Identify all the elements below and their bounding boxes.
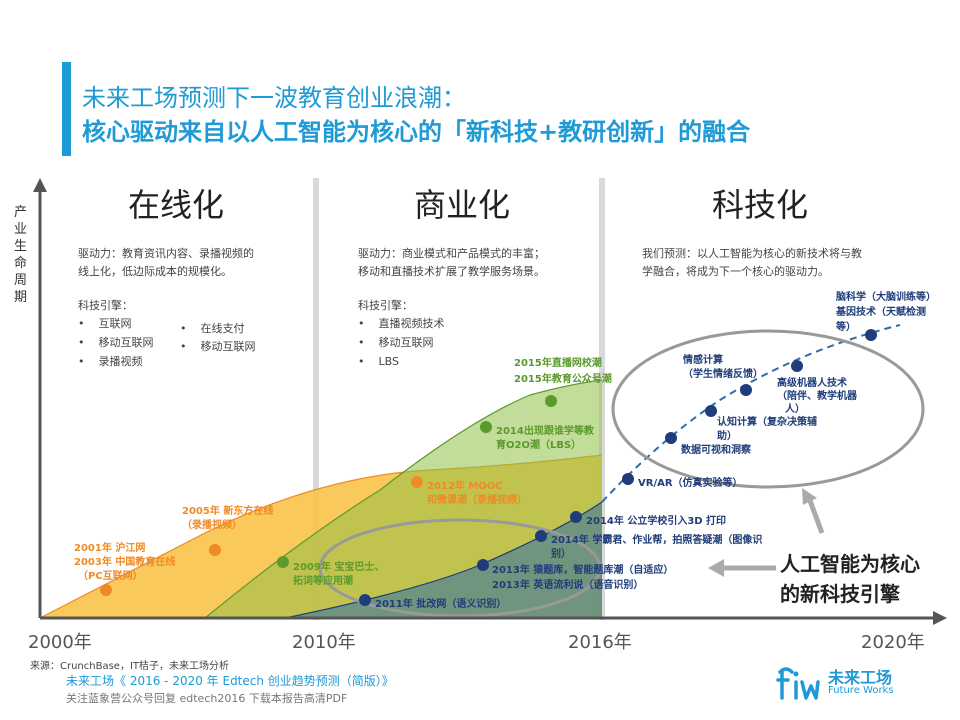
divider-2010 xyxy=(313,178,319,620)
callout-arrow-left-head xyxy=(708,559,724,577)
event-dot-navy xyxy=(740,384,752,396)
event-label-navy: 高级机器人技术 （陪伴、教学机器 人） xyxy=(777,378,857,415)
event-label-navy: 认知计算（复杂决策辅 助） xyxy=(717,417,817,442)
event-dot-navy xyxy=(535,530,547,542)
era1-engine-item: • 录播视频 xyxy=(78,355,143,368)
event-label-green: 2014出现跟谁学等教 育O2O潮（LBS） xyxy=(496,426,594,451)
callout-arrow-up-head xyxy=(802,488,817,505)
logo-text-cn: 未来工场 xyxy=(828,668,893,687)
download-note: 关注蓝象营公众号回复 edtech2016 下载本报告高清PDF xyxy=(66,692,348,705)
era2-engine-title: 科技引擎： xyxy=(358,299,413,312)
event-dot-navy xyxy=(791,360,803,372)
event-dot-navy xyxy=(622,473,634,485)
report-title: 未来工场《 2016 - 2020 年 Edtech 创业趋势预测（简版）》 xyxy=(66,674,394,688)
event-dot-navy xyxy=(865,329,877,341)
page-subtitle: 核心驱动来自以人工智能为核心的「新科技+教研创新」的融合 xyxy=(82,118,751,146)
event-label-green: 2015年直播网校潮 2015年教育公众号潮 xyxy=(514,358,612,385)
era3-driver-line1: 我们预测：以人工智能为核心的新技术将与教 xyxy=(642,247,862,260)
era1-engine-item: • 移动互联网 xyxy=(180,340,256,353)
event-label-navy: 2013年 猿题库，智能题库潮（自适应） 2013年 英语流利说（语音识别） xyxy=(492,565,674,591)
ai-engine-callout: 人工智能为核心 的新科技引擎 xyxy=(780,552,920,606)
era3-driver-line2: 学融合，将成为下一个核心的驱动力。 xyxy=(642,265,829,278)
page-title: 未来工场预测下一波教育创业浪潮： xyxy=(82,84,466,112)
event-dot-navy xyxy=(570,511,582,523)
era-title-commercial: 商业化 xyxy=(414,186,511,224)
event-dot-navy xyxy=(359,594,371,606)
event-label-orange: 2001年 沪江网 2003年 中国教育在线 （PC互联网） xyxy=(74,543,176,582)
era2-driver-line1: 驱动力：商业模式和产品模式的丰富； xyxy=(358,247,545,260)
x-axis-year: 2010年 xyxy=(292,632,356,653)
event-dot-green xyxy=(277,556,289,568)
y-axis-arrow xyxy=(33,178,47,192)
era1-engine-item: • 移动互联网 xyxy=(78,336,154,349)
event-dot-orange xyxy=(100,584,112,596)
event-dot-orange xyxy=(411,476,423,488)
event-label-orange: 2012年 MOOC 和微课潮（录播视频） xyxy=(427,481,527,506)
event-label-navy: 数据可视和洞察 xyxy=(681,445,751,456)
era2-driver-line2: 移动和直播技术扩展了教学服务场景。 xyxy=(358,265,545,278)
navy-wave-line xyxy=(284,501,603,619)
era1-driver-line1: 驱动力：教育资讯内容、录播视频的 xyxy=(78,247,254,260)
event-dot-green xyxy=(545,395,557,407)
era1-driver-line2: 线上化，低边际成本的规模化。 xyxy=(78,265,232,278)
event-dot-navy xyxy=(705,405,717,417)
era1-engine-item: • 在线支付 xyxy=(180,322,245,335)
source-note: 来源：CrunchBase，IT桔子，未来工场分析 xyxy=(30,661,230,672)
era-title-technology: 科技化 xyxy=(712,186,809,224)
navy-wave xyxy=(285,502,602,618)
title-accent-bar xyxy=(62,62,71,156)
era2-engine-item: • LBS xyxy=(358,355,399,368)
event-label-navy: 2014年 公立学校引入3D 打印 xyxy=(586,516,727,527)
x-axis-year: 2016年 xyxy=(568,632,632,653)
future-tech-ellipse xyxy=(611,329,925,489)
event-label-navy: VR/AR（仿真实验等） xyxy=(638,478,743,489)
event-dot-green xyxy=(480,421,492,433)
era2-engine-item: • 移动互联网 xyxy=(358,336,434,349)
event-dot-orange xyxy=(209,544,221,556)
event-label-navy: 脑科学（大脑训练等） 基因技术（天赋检测 等） xyxy=(836,292,936,333)
x-axis-year: 2000年 xyxy=(28,632,92,653)
x-axis-year: 2020年 xyxy=(861,632,925,653)
event-dot-navy xyxy=(477,559,489,571)
event-label-navy: 2011年 批改网（语义识别） xyxy=(375,599,507,610)
era1-engine-item: • 互联网 xyxy=(78,317,132,330)
event-label-navy: 2014年 学霸君、作业帮，拍照答疑潮（图像识 别） xyxy=(551,535,763,560)
event-dot-navy xyxy=(665,432,677,444)
logo-text-en: Future Works xyxy=(828,685,894,696)
event-label-green: 2009年 宝宝巴士、 拓词等应用潮 xyxy=(293,562,385,587)
era2-engine-item: • 直播视频技术 xyxy=(358,317,445,330)
ai-events-ellipse xyxy=(318,518,602,618)
event-label-navy: 情感计算 （学生情绪反馈） xyxy=(683,355,763,380)
y-axis-label: 产业生命周期 xyxy=(14,205,28,305)
callout-arrow-up xyxy=(806,497,825,534)
x-axis-arrow xyxy=(933,611,947,625)
era-title-online: 在线化 xyxy=(128,186,225,224)
event-label-orange: 2005年 新东方在线 （录播视频） xyxy=(182,506,274,531)
era1-engine-title: 科技引擎： xyxy=(78,299,133,312)
future-works-logo-icon xyxy=(776,667,820,700)
